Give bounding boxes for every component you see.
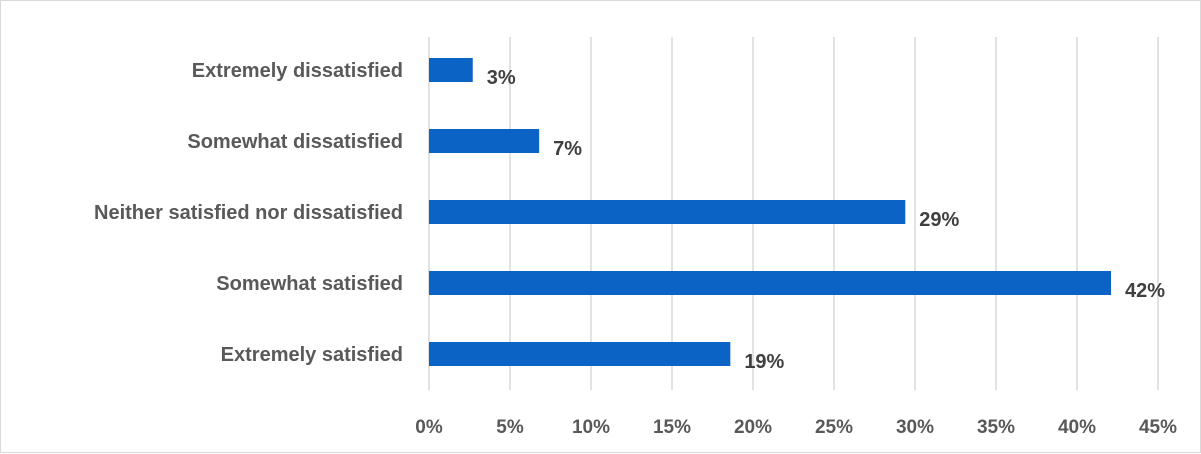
category-label: Somewhat dissatisfied <box>187 131 403 153</box>
bar <box>429 58 473 82</box>
x-tick-label: 30% <box>896 417 934 438</box>
x-tick-label: 20% <box>734 417 772 438</box>
bar <box>429 200 906 224</box>
bar <box>429 342 731 366</box>
x-tick-label: 40% <box>1058 417 1096 438</box>
x-tick-label: 10% <box>572 417 610 438</box>
category-label: Somewhat satisfied <box>216 273 403 295</box>
category-label: Extremely dissatisfied <box>192 60 403 82</box>
value-label: 7% <box>553 138 582 160</box>
x-axis-tick-labels: 0% 5% 10% 15% 20% 25% 30% 35% 40% 45% <box>415 417 1177 438</box>
x-tick-label: 25% <box>815 417 853 438</box>
value-labels: 3% 7% 29% 42% 19% <box>487 67 1166 373</box>
x-tick-label: 15% <box>653 417 691 438</box>
category-label: Extremely satisfied <box>221 344 403 366</box>
x-tick-label: 5% <box>496 417 524 438</box>
bar <box>429 271 1112 295</box>
bars <box>429 58 1112 366</box>
x-tick-label: 35% <box>977 417 1015 438</box>
value-label: 3% <box>487 67 516 89</box>
value-label: 42% <box>1125 280 1165 302</box>
bar <box>429 129 540 153</box>
x-tick-label: 0% <box>415 417 443 438</box>
value-label: 29% <box>919 209 959 231</box>
category-labels: Extremely dissatisfied Somewhat dissatisf… <box>94 60 403 366</box>
x-tick-label: 45% <box>1139 417 1177 438</box>
category-label: Neither satisfied nor dissatisfied <box>94 202 403 224</box>
value-label: 19% <box>744 351 784 373</box>
